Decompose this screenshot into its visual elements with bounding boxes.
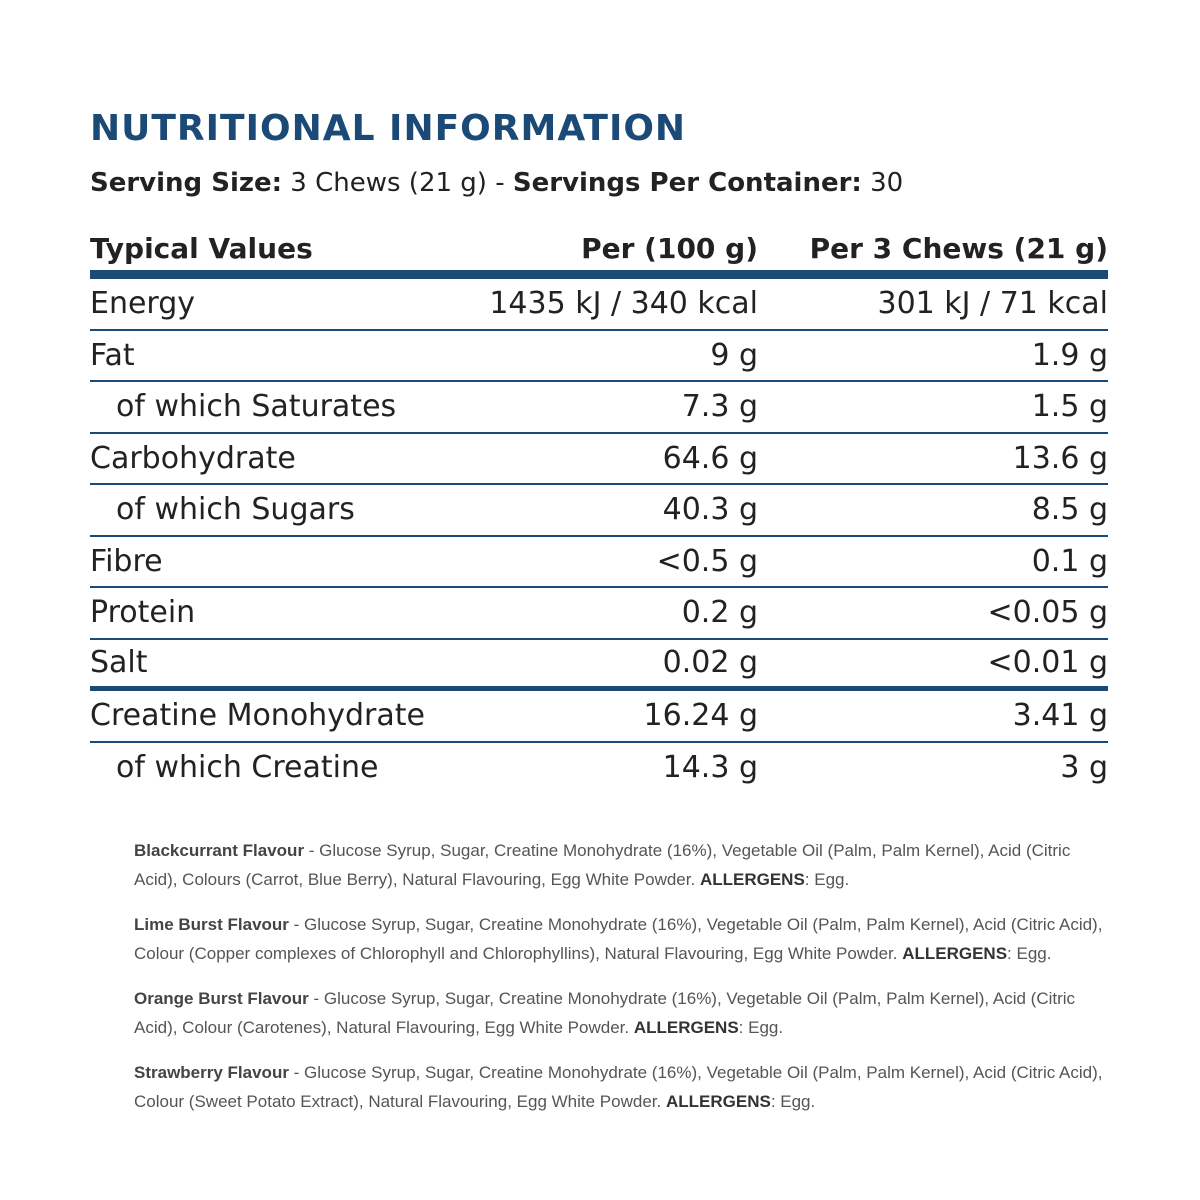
row-per-serving: 1.9 g <box>1031 337 1108 373</box>
allergens-value: : Egg. <box>770 1092 816 1111</box>
flavour-name: Lime Burst Flavour <box>134 915 289 934</box>
table-row: Fat 9 g 1.9 g <box>90 331 1108 382</box>
row-name: Fibre <box>90 543 163 579</box>
table-row: Fibre <0.5 g 0.1 g <box>90 537 1108 588</box>
table-row: Salt 0.02 g <0.01 g <box>90 640 1108 691</box>
row-per-serving: 1.5 g <box>1031 389 1108 425</box>
servings-per-container-value: 30 <box>861 168 904 198</box>
allergens-label: ALLERGENS <box>699 870 805 889</box>
row-per-serving: 8.5 g <box>1031 492 1108 528</box>
row-per-serving: 13.6 g <box>1012 440 1108 476</box>
allergens-label: ALLERGENS <box>633 1018 739 1037</box>
ingredients-section: Blackcurrant Flavour - Glucose Syrup, Su… <box>134 836 1104 1132</box>
table-header: Typical Values Per (100 g) Per 3 Chews (… <box>90 226 1108 279</box>
flavour-name: Strawberry Flavour <box>134 1063 289 1082</box>
row-name: Salt <box>90 645 148 681</box>
ingredient-block: Orange Burst Flavour - Glucose Syrup, Su… <box>134 984 1104 1042</box>
table-row: of which Creatine 14.3 g 3 g <box>90 743 1108 793</box>
ingredient-list: - Glucose Syrup, Sugar, Creatine Monohyd… <box>134 1063 1103 1111</box>
table-row: Protein 0.2 g <0.05 g <box>90 588 1108 640</box>
row-name: Protein <box>90 595 196 631</box>
servings-per-container-label: Servings Per Container: <box>512 168 862 198</box>
row-per-serving: 3.41 g <box>1012 698 1108 734</box>
row-per-100g: 9 g <box>710 337 758 373</box>
flavour-name: Blackcurrant Flavour <box>134 841 305 860</box>
row-per-100g: 40.3 g <box>662 492 758 528</box>
row-name: of which Saturates <box>116 389 397 425</box>
row-per-serving: <0.01 g <box>987 645 1108 681</box>
flavour-name: Orange Burst Flavour <box>134 989 309 1008</box>
table-row: of which Saturates 7.3 g 1.5 g <box>90 382 1108 434</box>
ingredient-block: Lime Burst Flavour - Glucose Syrup, Suga… <box>134 910 1104 968</box>
ingredient-list: - Glucose Syrup, Sugar, Creatine Monohyd… <box>134 989 1076 1037</box>
serving-size-label: Serving Size: <box>90 168 283 198</box>
ingredient-block: Strawberry Flavour - Glucose Syrup, Suga… <box>134 1058 1104 1116</box>
row-per-100g: 0.02 g <box>662 645 758 681</box>
serving-size-value: 3 Chews (21 g) - <box>282 168 513 198</box>
allergens-value: : Egg. <box>1007 944 1052 963</box>
row-per-serving: 301 kJ / 71 kcal <box>877 286 1109 322</box>
row-per-100g: 0.2 g <box>681 595 758 631</box>
ingredient-list: - Glucose Syrup, Sugar, Creatine Monohyd… <box>134 915 1103 963</box>
row-name: of which Sugars <box>116 492 355 528</box>
row-per-100g: 64.6 g <box>662 440 758 476</box>
allergens-value: : Egg. <box>738 1018 784 1037</box>
row-per-serving: 0.1 g <box>1031 543 1108 579</box>
nutrition-table: Typical Values Per (100 g) Per 3 Chews (… <box>90 226 1108 792</box>
row-name: Carbohydrate <box>90 440 296 476</box>
header-typical-values: Typical Values <box>90 231 313 265</box>
row-name: Creatine Monohydrate <box>90 698 425 734</box>
allergens-label: ALLERGENS <box>665 1092 771 1111</box>
row-per-serving: 3 g <box>1060 749 1108 785</box>
ingredient-list: - Glucose Syrup, Sugar, Creatine Monohyd… <box>134 841 1071 889</box>
table-row: Carbohydrate 64.6 g 13.6 g <box>90 434 1108 485</box>
header-per-serving: Per 3 Chews (21 g) <box>809 231 1108 265</box>
allergens-label: ALLERGENS <box>902 944 1008 963</box>
table-row: Creatine Monohydrate 16.24 g 3.41 g <box>90 691 1108 743</box>
row-name: Energy <box>90 286 196 322</box>
ingredient-block: Blackcurrant Flavour - Glucose Syrup, Su… <box>134 836 1104 894</box>
row-per-serving: <0.05 g <box>987 595 1108 631</box>
row-per-100g: 7.3 g <box>681 389 758 425</box>
page-title: NUTRITIONAL INFORMATION <box>90 108 687 149</box>
serving-info: Serving Size: 3 Chews (21 g) - Servings … <box>90 168 903 198</box>
table-row: Energy 1435 kJ / 340 kcal 301 kJ / 71 kc… <box>90 279 1108 331</box>
row-per-100g: 16.24 g <box>643 698 758 734</box>
row-name: Fat <box>90 337 135 373</box>
header-per-100g: Per (100 g) <box>581 231 758 265</box>
allergens-value: : Egg. <box>804 870 850 889</box>
table-row: of which Sugars 40.3 g 8.5 g <box>90 485 1108 537</box>
row-per-100g: 14.3 g <box>662 749 758 785</box>
row-name: of which Creatine <box>116 749 379 785</box>
row-per-100g: 1435 kJ / 340 kcal <box>489 286 758 322</box>
row-per-100g: <0.5 g <box>656 543 758 579</box>
